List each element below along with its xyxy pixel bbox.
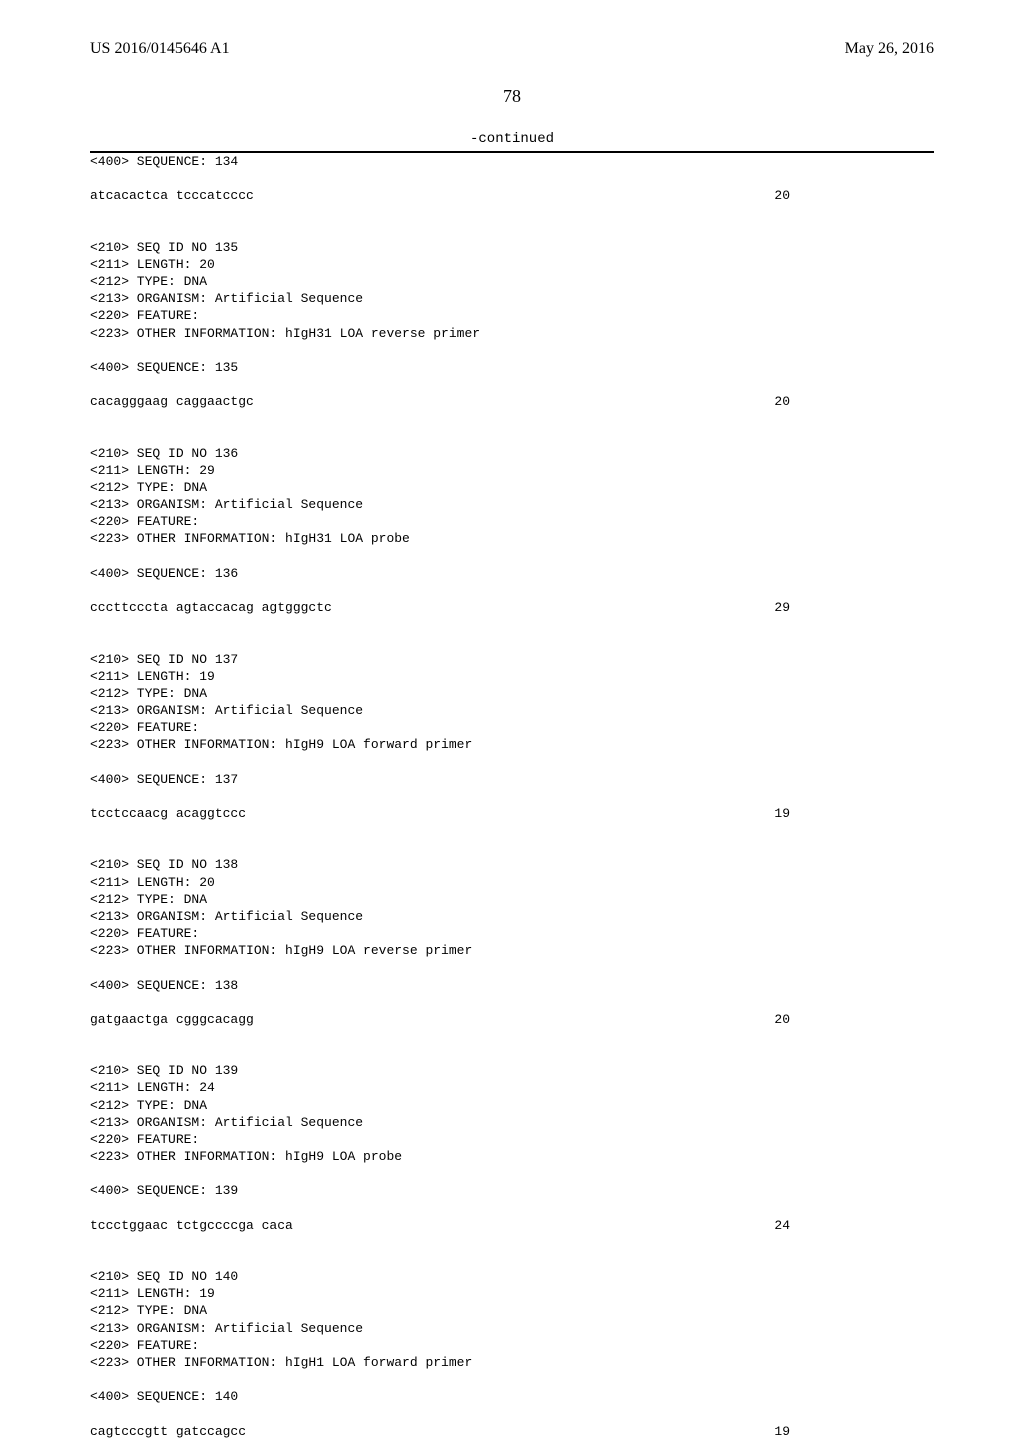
sequence-length: 20 <box>730 393 790 410</box>
sequence-text: tccctggaac tctgccccga caca <box>90 1217 730 1234</box>
sequence-length: 24 <box>730 1217 790 1234</box>
sequence-row: cccttcccta agtaccacag agtgggctc29 <box>90 599 934 616</box>
sequence-row: tccctggaac tctgccccga caca24 <box>90 1217 934 1234</box>
sequence-text: atcacactca tcccatcccc <box>90 187 730 204</box>
sequence-length: 20 <box>730 187 790 204</box>
sequence-row: cagtcccgtt gatccagcc19 <box>90 1423 934 1440</box>
sequence-length: 20 <box>730 1011 790 1028</box>
publication-number: US 2016/0145646 A1 <box>90 40 230 58</box>
sequence-row: tcctccaacg acaggtccc19 <box>90 805 934 822</box>
page-number: 78 <box>90 86 934 107</box>
sequence-row: cacagggaag caggaactgc20 <box>90 393 934 410</box>
publication-date: May 26, 2016 <box>845 40 934 58</box>
page: US 2016/0145646 A1 May 26, 2016 78 -cont… <box>0 0 1024 1320</box>
sequence-text: tcctccaacg acaggtccc <box>90 805 730 822</box>
continued-label: -continued <box>90 131 934 147</box>
sequence-length: 19 <box>730 805 790 822</box>
sequence-length: 19 <box>730 1423 790 1440</box>
sequence-text: cccttcccta agtaccacag agtgggctc <box>90 599 730 616</box>
sequence-text: gatgaactga cgggcacagg <box>90 1011 730 1028</box>
sequence-length: 29 <box>730 599 790 616</box>
sequence-row: gatgaactga cgggcacagg20 <box>90 1011 934 1028</box>
sequence-text: cagtcccgtt gatccagcc <box>90 1423 730 1440</box>
sequence-row: atcacactca tcccatcccc20 <box>90 187 934 204</box>
sequence-text: cacagggaag caggaactgc <box>90 393 730 410</box>
sequence-listing: <400> SEQUENCE: 134 atcacactca tcccatccc… <box>90 151 934 1440</box>
header-row: US 2016/0145646 A1 May 26, 2016 <box>90 40 934 58</box>
